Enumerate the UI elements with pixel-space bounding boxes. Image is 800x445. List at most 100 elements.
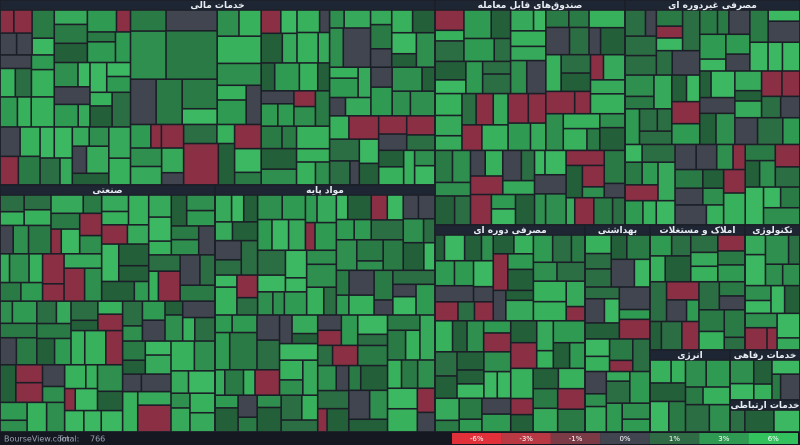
stock-tile xyxy=(493,235,514,254)
stock-tile xyxy=(86,146,109,174)
stock-tile xyxy=(116,10,131,32)
stock-tile xyxy=(497,371,511,399)
stock-tile xyxy=(90,92,112,106)
stock-tile xyxy=(285,278,307,292)
stock-tile xyxy=(699,97,735,114)
stock-tile xyxy=(21,282,43,301)
stock-tile xyxy=(317,315,342,331)
stock-tile xyxy=(470,176,503,195)
stock-tile xyxy=(686,300,699,322)
stock-tile xyxy=(51,213,80,229)
stock-tile xyxy=(106,76,131,93)
stock-tile xyxy=(371,220,404,240)
stock-tile xyxy=(285,250,307,278)
stock-tile xyxy=(370,10,392,25)
stock-tile xyxy=(137,405,171,432)
stock-tile xyxy=(118,244,149,266)
stock-tile xyxy=(383,239,404,271)
stock-tile xyxy=(84,330,106,365)
stock-tile xyxy=(349,116,379,139)
stock-tile xyxy=(423,218,435,243)
stock-tile xyxy=(675,144,696,170)
stock-tile xyxy=(97,391,123,411)
stock-tile xyxy=(171,408,190,432)
stock-tile xyxy=(401,360,418,389)
stock-tile xyxy=(639,131,672,145)
stock-tile xyxy=(284,292,307,315)
stock-tile xyxy=(329,78,358,98)
stock-tile xyxy=(257,219,272,251)
stock-tile xyxy=(158,271,180,301)
stock-tile xyxy=(765,264,783,286)
stock-tile xyxy=(435,260,455,286)
stock-tile xyxy=(305,222,315,251)
stock-tile xyxy=(387,315,420,331)
stock-tile xyxy=(292,315,318,334)
stock-tile xyxy=(299,63,318,91)
stock-tile xyxy=(566,165,583,198)
stock-tile xyxy=(491,209,516,225)
stock-tile xyxy=(585,269,612,287)
stock-tile xyxy=(403,150,415,185)
stock-tile xyxy=(730,410,745,432)
stock-tile xyxy=(671,360,686,383)
stock-tile xyxy=(64,410,84,432)
stock-tile xyxy=(604,298,620,323)
total-count: 766 xyxy=(90,435,105,444)
stock-tile xyxy=(410,91,435,116)
stock-tile xyxy=(656,50,673,75)
stock-tile xyxy=(552,235,572,263)
stock-tile xyxy=(371,67,392,87)
stock-tile xyxy=(546,54,561,92)
stock-tile xyxy=(533,262,557,281)
stock-tile xyxy=(765,235,789,264)
stock-tile xyxy=(336,270,349,295)
stock-tile xyxy=(101,281,135,301)
stock-tile xyxy=(0,211,24,226)
sector-label: املاک و مستغلات xyxy=(660,226,736,236)
stock-tile xyxy=(589,10,625,28)
stock-tile xyxy=(464,235,482,261)
stock-tile xyxy=(182,108,217,125)
stock-tile xyxy=(574,91,591,114)
stock-tile xyxy=(632,339,650,372)
stock-tile xyxy=(391,53,417,67)
stock-tile xyxy=(130,166,162,185)
stock-tile xyxy=(750,10,768,43)
site-name: BourseView.com xyxy=(4,435,70,444)
stock-tile xyxy=(257,275,286,292)
stock-tile xyxy=(780,187,800,208)
stock-tile xyxy=(566,150,605,166)
stock-tile xyxy=(374,270,393,300)
stock-tile xyxy=(0,225,13,254)
stock-tile xyxy=(606,371,630,381)
stock-tile xyxy=(329,161,350,185)
stock-tile xyxy=(183,124,217,144)
stock-tile xyxy=(151,124,162,148)
stock-tile xyxy=(625,200,643,225)
stock-tile xyxy=(257,195,283,220)
stock-tile xyxy=(137,391,171,405)
stock-tile xyxy=(534,174,566,194)
stock-tile xyxy=(142,301,165,320)
sector-label: تکنولوژی xyxy=(752,226,792,236)
stock-tile xyxy=(474,302,494,321)
stock-tile xyxy=(717,265,745,282)
stock-tile xyxy=(533,235,553,263)
legend-swatch xyxy=(501,433,551,444)
stock-tile xyxy=(349,270,374,295)
stock-tile xyxy=(122,326,143,341)
stock-tile xyxy=(735,117,758,145)
stock-tile xyxy=(656,200,675,225)
stock-tile xyxy=(257,292,273,315)
stock-tile xyxy=(585,235,612,254)
stock-tile xyxy=(435,398,459,421)
stock-tile xyxy=(745,235,766,255)
stock-tile xyxy=(246,85,261,125)
stock-tile xyxy=(182,317,195,341)
stock-tile xyxy=(745,300,771,314)
stock-tile xyxy=(0,68,16,97)
stock-tile xyxy=(561,54,591,73)
stock-tile xyxy=(16,33,32,55)
stock-tile xyxy=(122,360,146,374)
